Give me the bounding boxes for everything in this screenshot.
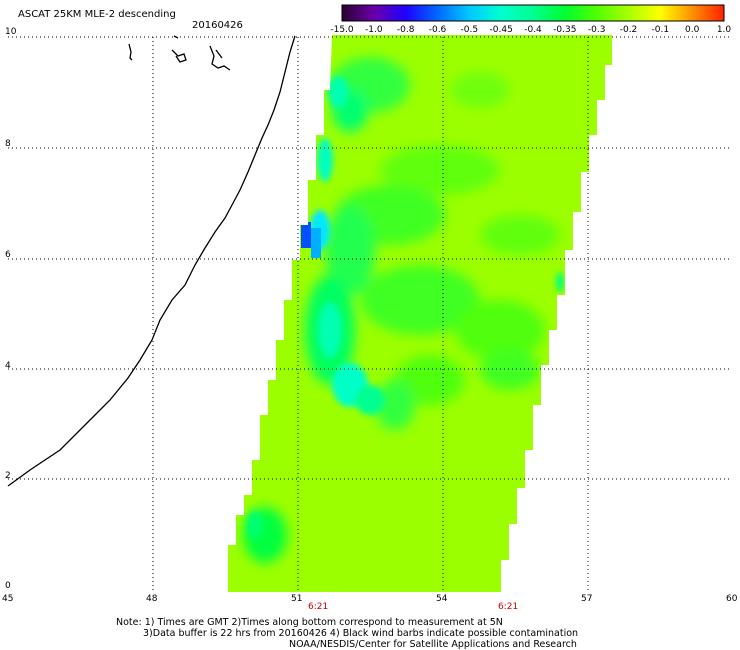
y-tick-0: 0 <box>5 581 11 591</box>
x-tick-54: 54 <box>436 594 448 604</box>
x-tick-51: 51 <box>291 594 303 604</box>
pass-time-1: 6:21 <box>308 602 329 612</box>
swath-cyan-patches <box>247 76 564 539</box>
coastline <box>7 35 296 487</box>
product-title: ASCAT 25KM MLE-2 descending <box>18 9 176 20</box>
ascat-swath <box>228 35 612 592</box>
swath-lightblue-cell <box>311 228 321 258</box>
islands <box>128 35 231 71</box>
note-line-2: 3)Data buffer is 22 hrs from 20160426 4)… <box>143 628 579 639</box>
y-tick-4: 4 <box>5 361 11 371</box>
product-date: 20160426 <box>192 20 243 31</box>
colorbar-label: -0.2 <box>619 25 638 35</box>
y-tick-10: 10 <box>5 27 17 37</box>
colorbar-label: -0.4 <box>524 25 542 35</box>
colorbar-label: 1.0 <box>716 25 732 35</box>
colorbar-label: -15.0 <box>330 25 354 35</box>
y-tick-2: 2 <box>5 471 11 481</box>
note-line-1: Note: 1) Times are GMT 2)Times along bot… <box>116 617 503 628</box>
colorbar-label: -1.0 <box>365 25 383 35</box>
pass-time-2: 6:21 <box>498 602 519 612</box>
y-tick-8: 8 <box>5 139 11 149</box>
y-tick-6: 6 <box>5 250 11 260</box>
colorbar-label: 0.0 <box>684 25 700 35</box>
colorbar-label: -0.5 <box>460 25 479 35</box>
x-tick-45: 45 <box>2 594 14 604</box>
colorbar <box>341 4 725 22</box>
colorbar-label: -0.1 <box>651 25 670 35</box>
x-tick-48: 48 <box>146 594 158 604</box>
note-line-3: NOAA/NESDIS/Center for Satellite Applica… <box>289 639 577 650</box>
colorbar-label: -0.45 <box>489 25 513 35</box>
colorbar-label: -0.35 <box>553 25 577 35</box>
colorbar-label: -0.3 <box>587 25 606 35</box>
colorbar-label: -0.6 <box>428 25 447 35</box>
grid-lines <box>8 36 732 592</box>
colorbar-label: -0.8 <box>396 25 415 35</box>
x-tick-57: 57 <box>581 594 593 604</box>
colorbar-gradient <box>341 4 725 22</box>
swath-blue-cell <box>301 222 311 248</box>
x-tick-60: 60 <box>726 594 738 604</box>
